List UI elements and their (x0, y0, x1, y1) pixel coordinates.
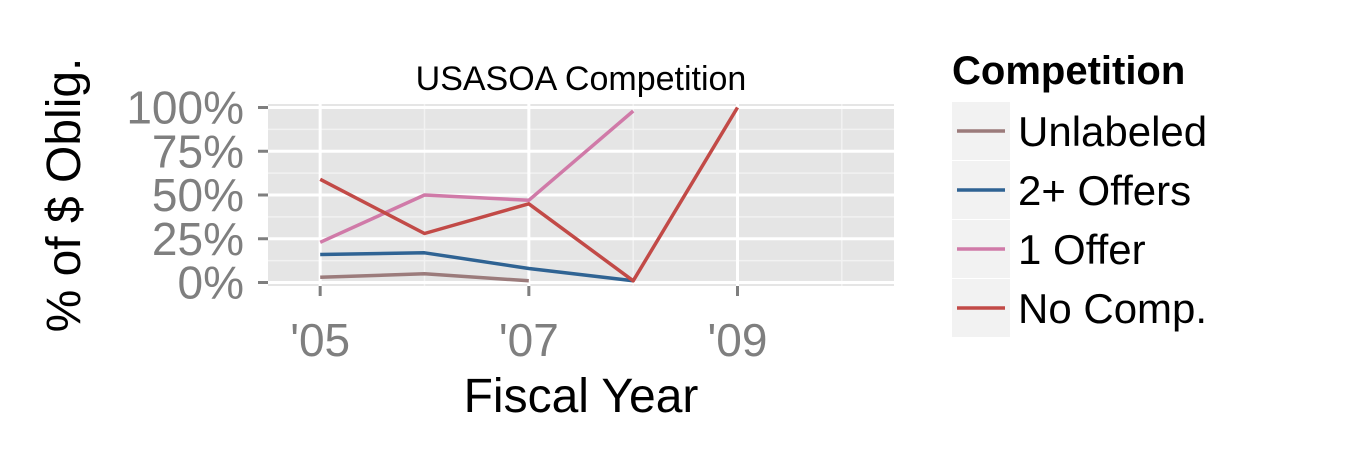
chart-title: USASOA Competition (416, 60, 747, 98)
y-axis-title: % of $ Oblig. (38, 58, 91, 333)
legend-label: No Comp. (1018, 285, 1207, 332)
series-line-1-offer (319, 109, 635, 244)
legend-label: Unlabeled (1018, 108, 1207, 155)
legend-item-unlabeled: Unlabeled (952, 102, 1207, 160)
y-tick-label: 50% (152, 169, 244, 221)
x-axis: '05 '07 '09 (290, 286, 767, 366)
y-tick-label: 25% (152, 213, 244, 265)
x-axis-title: Fiscal Year (464, 370, 699, 423)
legend-label: 1 Offer (1018, 226, 1146, 273)
legend-title: Competition (952, 49, 1185, 93)
series-lines (319, 106, 739, 283)
legend: Unlabeled 2+ Offers 1 Offer No Comp. (952, 102, 1207, 337)
series-line-no-comp- (319, 106, 739, 283)
x-tick-label: '05 (290, 314, 350, 366)
series-line-unlabeled (320, 272, 529, 283)
y-tick-label: 75% (152, 125, 244, 177)
y-axis: 0%25%50%75%100% (126, 82, 268, 309)
y-tick-label: 100% (126, 82, 244, 134)
legend-item-1-offer: 1 Offer (952, 220, 1146, 278)
legend-item-2-offers: 2+ Offers (952, 161, 1191, 219)
y-tick-label: 0% (178, 257, 244, 309)
x-tick-label: '09 (708, 314, 768, 366)
legend-label: 2+ Offers (1018, 167, 1191, 214)
series-line-2-offers (320, 251, 634, 283)
x-tick-label: '07 (499, 314, 559, 366)
grid-major (268, 104, 894, 286)
legend-item-no-comp-: No Comp. (952, 279, 1207, 337)
